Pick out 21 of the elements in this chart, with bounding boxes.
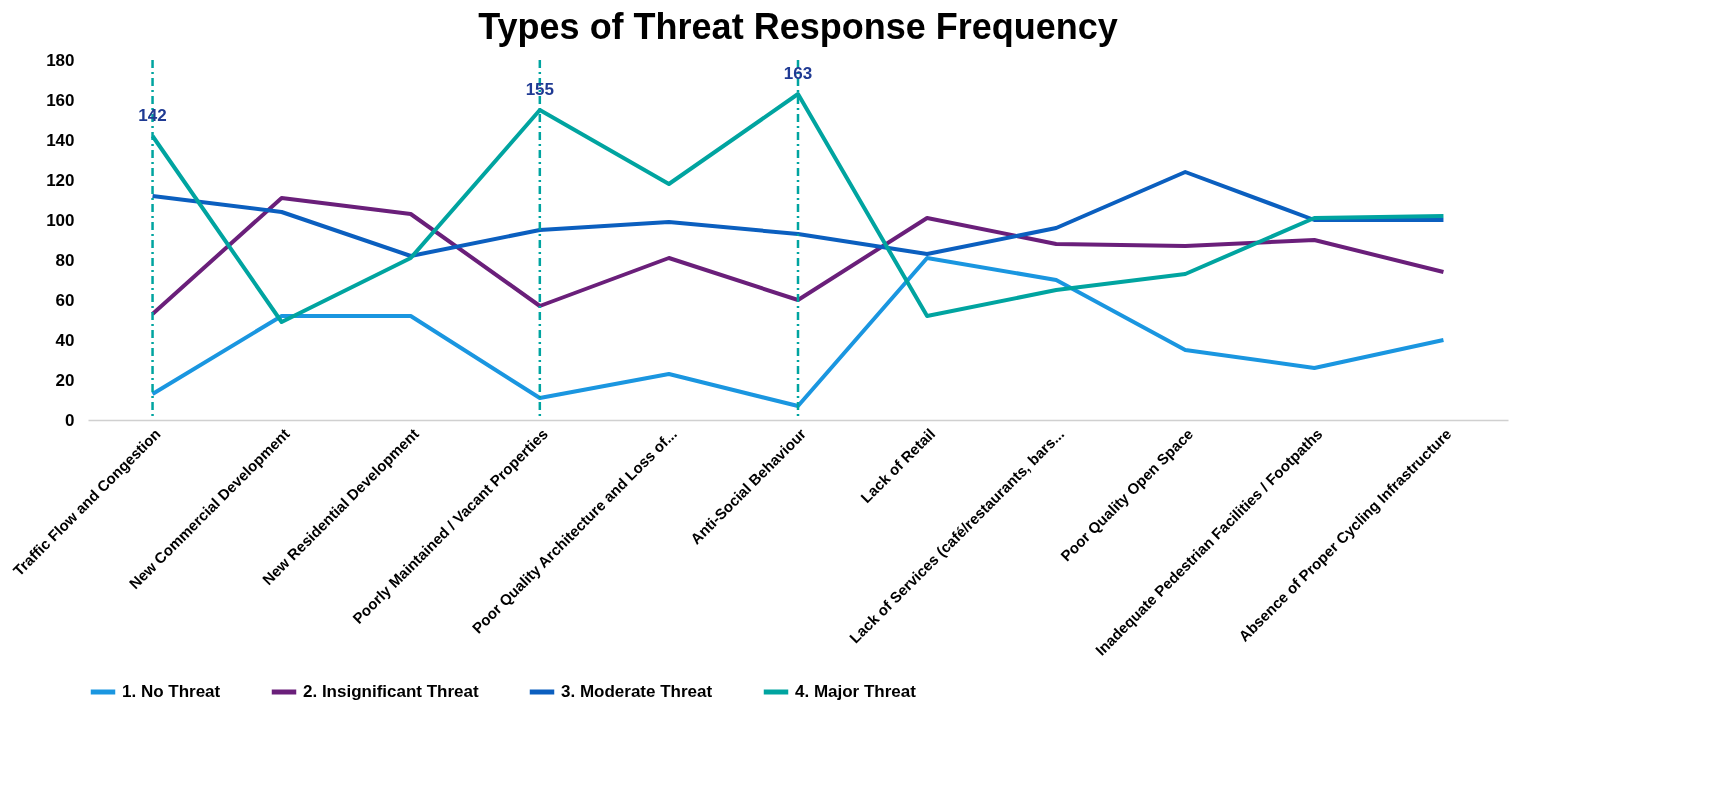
line-series [150,170,1446,258]
y-tick-label: 100 [46,210,75,230]
chart-title: Types of Threat Response Frequency [478,6,1118,47]
data-label: 163 [783,64,813,83]
legend-label: 2. Insignificant Threat [303,682,480,701]
y-tick-label: 140 [46,130,75,150]
y-tick-label: 180 [46,50,75,70]
y-tick-label: 60 [55,290,75,310]
y-tick-label: 80 [55,250,75,270]
y-tick-label: 120 [46,170,75,190]
data-label: 155 [525,80,555,99]
y-tick-label: 20 [55,370,75,390]
line-series [150,196,1446,316]
legend-label: 3. Moderate Threat [561,682,713,701]
legend-label: 4. Major Threat [795,682,917,701]
data-label: 142 [138,106,167,125]
y-tick-label: 160 [46,90,75,110]
y-tick-label: 40 [55,330,75,350]
line-series [150,256,1446,408]
y-tick-label: 0 [65,410,75,430]
legend-label: 1. No Threat [122,682,221,701]
